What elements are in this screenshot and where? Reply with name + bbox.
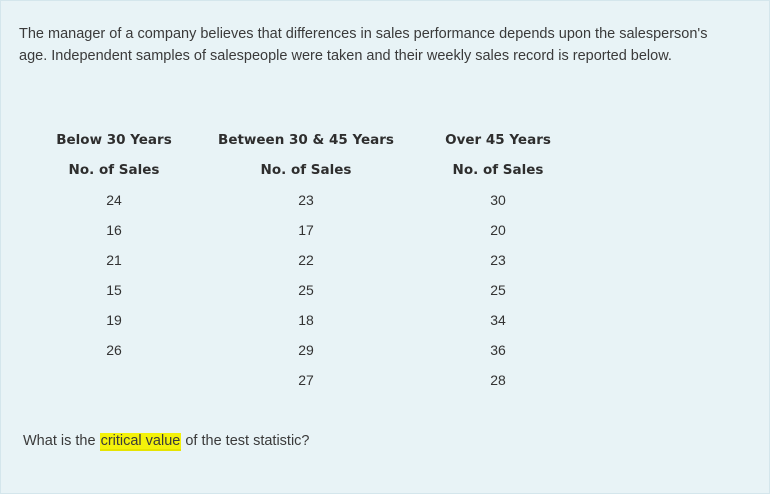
table-cell: 15 [106, 282, 122, 298]
table-row: 19 18 34 [39, 305, 573, 335]
table-cell: 26 [106, 342, 122, 358]
table-row: 24 23 30 [39, 185, 573, 215]
table-row: 27 28 [39, 365, 573, 395]
subheader-row: No. of Sales No. of Sales No. of Sales [39, 155, 573, 185]
group-header-over-45: Over 45 Years [445, 132, 551, 148]
table-cell: 20 [490, 222, 506, 238]
subheader-below-30: No. of Sales [68, 162, 160, 178]
subheader-over-45: No. of Sales [452, 162, 544, 178]
table-row: 26 29 36 [39, 335, 573, 365]
table-cell [39, 365, 189, 395]
table-cell: 34 [490, 312, 506, 328]
table-cell: 27 [298, 372, 314, 388]
table-cell: 36 [490, 342, 506, 358]
question-suffix: of the test statistic? [181, 433, 310, 449]
table-row: 16 17 20 [39, 215, 573, 245]
group-header-below-30: Below 30 Years [56, 132, 172, 148]
table-cell: 30 [490, 192, 506, 208]
table-row: 21 22 23 [39, 245, 573, 275]
question-text: What is the critical value of the test s… [23, 431, 310, 451]
group-header-30-45: Between 30 & 45 Years [218, 132, 394, 148]
table-cell: 28 [490, 372, 506, 388]
table-cell: 17 [298, 222, 314, 238]
table-cell: 22 [298, 252, 314, 268]
table-cell: 23 [298, 192, 314, 208]
table-cell: 21 [106, 252, 122, 268]
table-cell: 16 [106, 222, 122, 238]
table-cell: 29 [298, 342, 314, 358]
problem-statement: The manager of a company believes that d… [19, 26, 708, 64]
table-cell: 25 [298, 282, 314, 298]
question-prefix: What is the [23, 433, 100, 449]
sales-table: Below 30 Years Between 30 & 45 Years Ove… [39, 125, 573, 395]
table-cell: 18 [298, 312, 314, 328]
table-cell: 24 [106, 192, 122, 208]
highlighted-term: critical value [99, 433, 182, 451]
group-header-row: Below 30 Years Between 30 & 45 Years Ove… [39, 125, 573, 155]
subheader-30-45: No. of Sales [260, 162, 352, 178]
table-cell: 23 [490, 252, 506, 268]
table-row: 15 25 25 [39, 275, 573, 305]
table-cell: 25 [490, 282, 506, 298]
table-cell: 19 [106, 312, 122, 328]
